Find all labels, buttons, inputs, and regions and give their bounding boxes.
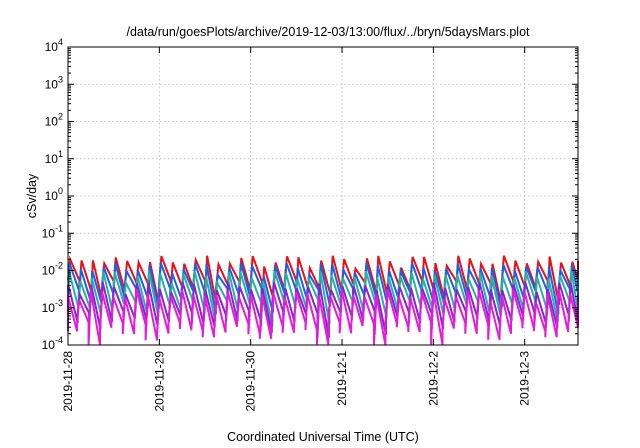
- y-tick-label: 100: [45, 186, 63, 203]
- x-axis: 2019-11-28 2019-11-29 2019-11-30 2019-12-1 2…: [61, 47, 532, 412]
- series-line: [67, 289, 579, 346]
- chart-title: /data/run/goesPlots/archive/2019-12-03/1…: [126, 25, 530, 39]
- x-axis-label: Coordinated Universal Time (UTC): [227, 430, 419, 444]
- x-tick-label: 2019-11-29: [152, 351, 166, 412]
- y-tick-label: 10-1: [42, 223, 63, 240]
- y-tick-label: 104: [45, 37, 63, 54]
- y-tick-label: 10-2: [42, 261, 63, 278]
- y-axis: 10-4 10-3 10-2 10-1 100 101 102 103 104: [42, 37, 578, 352]
- y-axis-label: cSv/day: [25, 173, 39, 218]
- y-tick-label: 10-3: [42, 298, 63, 315]
- x-tick-label: 2019-12-2: [426, 351, 440, 406]
- x-tick-label: 2019-12-1: [335, 351, 349, 406]
- y-tick-label: 101: [45, 149, 63, 166]
- x-tick-label: 2019-11-28: [61, 351, 75, 412]
- x-tick-label: 2019-12-3: [518, 351, 532, 406]
- y-tick-label: 10-4: [42, 335, 63, 352]
- x-tick-label: 2019-11-30: [244, 351, 258, 412]
- y-tick-label: 103: [45, 74, 63, 91]
- y-tick-label: 102: [45, 112, 63, 129]
- series-group: [67, 255, 579, 346]
